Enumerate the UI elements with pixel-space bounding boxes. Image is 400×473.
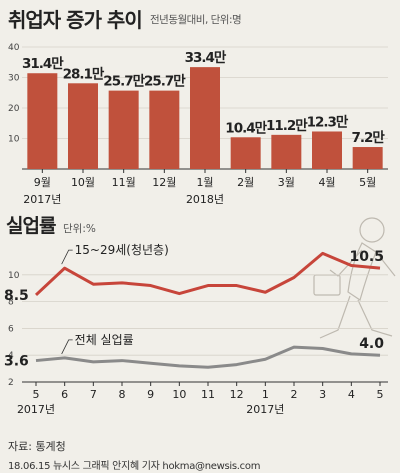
series-end-value: 10.5: [349, 249, 384, 265]
year-label: 2017년: [23, 193, 61, 206]
series-end-value: 4.0: [359, 336, 384, 352]
source-note: 자료: 통계청: [8, 440, 66, 453]
x-category-label: 11: [201, 388, 215, 401]
x-category-label: 5월: [359, 176, 376, 189]
x-category-label: 3월: [278, 176, 295, 189]
bar: [352, 147, 383, 169]
bar: [149, 90, 180, 169]
y-tick-label: 10: [8, 135, 20, 145]
year-label: 2017년: [17, 403, 55, 416]
bar-value-label: 28.1만: [63, 66, 105, 82]
x-category-label: 5: [377, 388, 384, 401]
x-category-label: 1월: [196, 176, 213, 189]
y-tick-label: 20: [8, 104, 20, 114]
x-category-label: 5: [33, 388, 40, 401]
x-category-label: 1: [262, 388, 269, 401]
year-label: 2017년: [246, 403, 284, 416]
bar: [68, 83, 98, 169]
chart-subtitle: 전년동월대비, 단위:명: [150, 14, 242, 26]
bar: [230, 137, 261, 169]
running-man-illustration: [313, 217, 396, 339]
series-name-label: 15~29세(청년층): [75, 243, 169, 257]
series-callout-line: [61, 339, 73, 355]
x-category-label: 11월: [112, 176, 136, 189]
x-category-label: 2: [291, 388, 298, 401]
x-category-label: 7: [90, 388, 97, 401]
series-start-value: 8.5: [4, 288, 29, 304]
year-label: 2018년: [186, 193, 224, 206]
line-chart-subtitle: 단위:%: [63, 223, 96, 235]
bar-value-label: 11.2만: [266, 118, 308, 134]
y-tick-label: 10: [8, 271, 20, 281]
youth-unemployment-line: [34, 251, 381, 297]
bar-value-label: 31.4만: [22, 56, 64, 72]
y-tick-label: 8: [8, 298, 14, 308]
x-category-label: 9: [147, 388, 154, 401]
bar-value-label: 33.4만: [185, 50, 227, 66]
x-category-label: 10월: [71, 176, 95, 189]
bar: [27, 73, 58, 169]
chart-title: 취업자 증가 추이: [8, 8, 143, 32]
bar: [312, 131, 342, 169]
y-tick-label: 4: [8, 351, 14, 361]
bar: [108, 90, 139, 169]
total-unemployment-line: [35, 345, 381, 369]
y-tick-label: 30: [8, 74, 20, 84]
x-category-label: 4: [348, 388, 355, 401]
series-name-label: 전체 실업률: [75, 333, 134, 347]
x-category-label: 9월: [34, 176, 51, 189]
bar-value-label: 10.4만: [225, 120, 267, 136]
bar-value-label: 12.3만: [307, 114, 349, 130]
x-category-label: 4월: [318, 176, 335, 189]
x-category-label: 12: [230, 388, 244, 401]
bar-value-label: 7.2만: [351, 130, 385, 146]
bar-value-label: 25.7만: [144, 74, 186, 90]
series-start-value: 3.6: [4, 354, 29, 370]
bar: [271, 134, 302, 169]
x-category-label: 6: [61, 388, 68, 401]
x-category-label: 2월: [237, 176, 254, 189]
series-callout-line: [61, 249, 73, 265]
bar: [190, 67, 220, 169]
y-tick-label: 6: [8, 324, 14, 334]
x-category-label: 3: [319, 388, 326, 401]
x-category-label: 12월: [152, 176, 176, 189]
bar-value-label: 25.7만: [103, 74, 145, 90]
x-category-label: 10: [172, 388, 186, 401]
credit-line: 18.06.15 뉴시스 그래픽 안지혜 기자 hokma@newsis.com: [8, 461, 261, 472]
line-chart-title: 실업률: [6, 215, 56, 237]
x-category-label: 8: [119, 388, 126, 401]
y-tick-label: 40: [8, 43, 20, 53]
y-tick-label: 2: [8, 378, 14, 388]
